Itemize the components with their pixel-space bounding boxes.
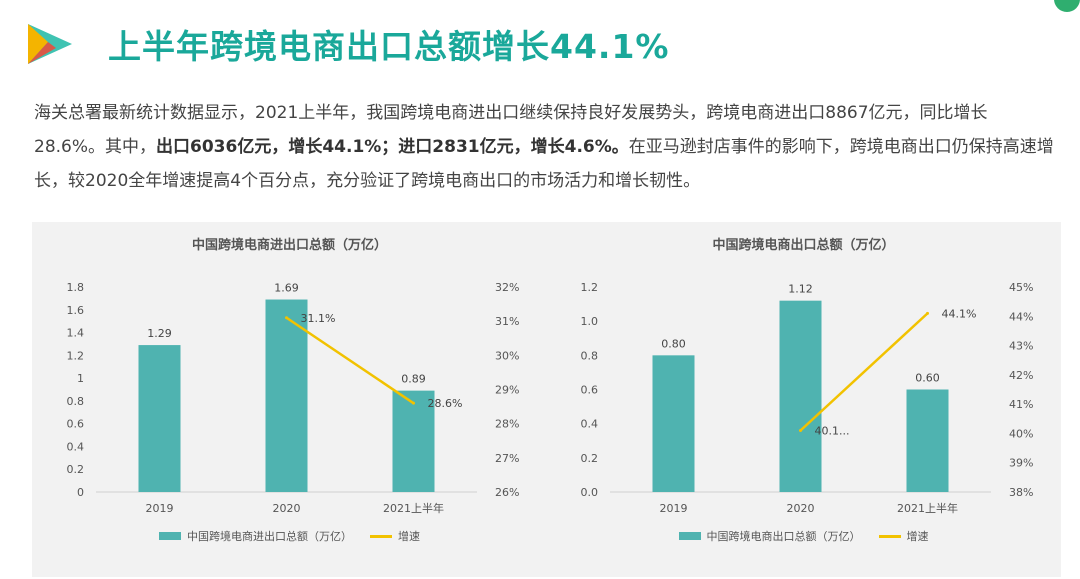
bar-data-label: 0.80 [661,337,686,350]
growth-point [799,429,802,432]
x-tick-label: 2020 [273,502,301,515]
bar [138,345,181,492]
growth-data-label: 31.1% [301,312,336,325]
y-tick-label: 0.2 [67,463,85,476]
summary-paragraph: 海关总署最新统计数据显示，2021上半年，我国跨境电商进出口继续保持良好发展势头… [34,96,1054,198]
y-tick-label: 0.8 [581,349,599,362]
y-tick-label: 1.2 [67,349,85,362]
summary-text-2: 在亚马逊封店事件的影响下，跨境电商出口仍保持高速增长，较2020全年增速提高4个… [34,137,1054,191]
y-tick-label: 1.4 [67,327,85,340]
growth-data-label: 44.1% [942,307,977,320]
y-tick-label: 1.0 [581,315,599,328]
chart-svg: 0.0 0.2 0.4 0.6 0.8 1.0 1.2 38% 39% 40% 41% 42% 43% 4… [581,281,1034,515]
y2-tick-label: 27% [495,452,519,465]
legend-bar-swatch [678,532,701,540]
growth-point [285,316,288,320]
chart-legend: 中国跨境电商出口总额（万亿） 增速 [546,528,1061,544]
y-tick-label: 1.2 [581,281,599,294]
chart-title: 中国跨境电商进出口总额（万亿） [191,238,387,253]
chart-import-export-total: 中国跨境电商进出口总额（万亿） 0 0.2 0.4 0.6 0.8 1 1.2 1.4 1.6 1… [32,222,547,577]
x-tick-label: 2021上半年 [383,501,444,515]
legend-bar-label: 中国跨境电商进出口总额（万亿） [187,530,352,543]
legend-item-bar: 中国跨境电商进出口总额（万亿） [159,528,352,544]
y-tick-label: 0.0 [581,486,599,499]
y2-tick-label: 41% [1009,398,1033,411]
bar [265,299,308,492]
y2-tick-label: 30% [495,349,519,362]
bar-data-label: 0.60 [915,372,940,385]
growth-line [285,316,415,405]
page-title: 上半年跨境电商出口总额增长44.1% [108,27,670,66]
bar [392,390,435,492]
x-tick-label: 2019 [146,502,174,515]
y-tick-label: 0.4 [67,440,85,453]
bar-data-label: 1.12 [788,283,813,296]
y-tick-label: 1.6 [67,304,85,317]
y2-tick-label: 42% [1009,369,1033,382]
y-tick-label: 0.4 [581,418,599,431]
y-tick-label: 0.6 [67,418,85,431]
y-tick-label: 0.6 [581,384,599,397]
growth-line [799,312,929,432]
bar [652,355,695,492]
corner-decoration [1054,0,1080,12]
legend-line-label: 增速 [906,530,929,543]
legend-item-bar: 中国跨境电商出口总额（万亿） [678,528,861,544]
bar [779,300,822,492]
chart-title: 中国跨境电商出口总额（万亿） [712,238,895,253]
legend-line-swatch [370,534,392,538]
bar-data-label: 1.29 [147,327,172,340]
y2-tick-label: 31% [495,315,519,328]
legend-item-line: 增速 [360,528,420,544]
bar-data-label: 0.89 [401,373,426,386]
x-tick-label: 2020 [787,502,815,515]
legend-bar-swatch [159,532,181,540]
y-tick-label: 0 [77,486,84,499]
summary-text-1: 海关总署最新统计数据显示，2021上半年，我国跨境电商进出口继续保持良好发展势头… [34,103,988,157]
y-tick-label: 1 [77,372,84,385]
y2-tick-label: 43% [1009,340,1033,353]
y2-tick-label: 40% [1009,427,1033,440]
bar-data-label: 1.69 [274,282,299,295]
y2-tick-label: 28% [495,418,519,431]
x-tick-label: 2019 [660,502,688,515]
y2-tick-label: 32% [495,281,519,294]
y2-tick-label: 38% [1009,486,1033,499]
logo-play-icon [28,24,72,64]
growth-point [412,401,415,405]
summary-text-highlight: 出口6036亿元，增长44.1%；进口2831亿元，增长4.6%。 [156,137,629,157]
x-tick-label: 2021上半年 [897,501,958,515]
legend-item-line: 增速 [869,528,929,544]
y-tick-label: 0.8 [67,395,85,408]
y2-tick-label: 26% [495,486,519,499]
bar [906,389,949,492]
y2-tick-label: 39% [1009,457,1033,470]
legend-line-label: 增速 [398,530,420,543]
growth-data-label: 40.1... [815,425,850,438]
growth-data-label: 28.6% [428,397,463,410]
chart-legend: 中国跨境电商进出口总额（万亿） 增速 [32,528,547,544]
y2-tick-label: 45% [1009,281,1033,294]
y-tick-label: 0.2 [581,452,599,465]
y-tick-label: 1.8 [67,281,85,294]
y2-tick-label: 44% [1009,310,1033,323]
legend-line-swatch [878,534,901,538]
growth-point [926,311,929,315]
chart-export-total: 中国跨境电商出口总额（万亿） 0.0 0.2 0.4 0.6 0.8 1.0 1.2 38% 3… [546,222,1061,577]
chart-svg: 0 0.2 0.4 0.6 0.8 1 1.2 1.4 1.6 1.8 26% 27% 28% 29% 30… [67,281,520,515]
legend-bar-label: 中国跨境电商出口总额（万亿） [706,530,861,543]
y2-tick-label: 29% [495,384,519,397]
